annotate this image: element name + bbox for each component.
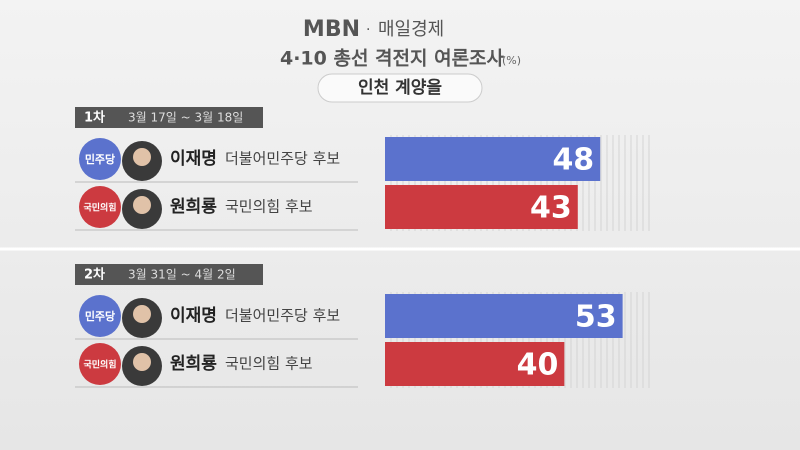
dot: · xyxy=(366,22,370,38)
bar xyxy=(385,294,623,338)
title: 4·10 총선 격전지 여론조사 xyxy=(280,48,505,70)
photo-face xyxy=(133,148,151,166)
value-label: 53 xyxy=(575,300,617,335)
value-label: 40 xyxy=(517,348,559,383)
round: 2차 xyxy=(84,267,105,283)
party-logo xyxy=(79,343,121,385)
party: 국민의힘 xyxy=(83,202,116,214)
region-pill xyxy=(317,73,483,103)
party-logo xyxy=(79,138,121,180)
candidate: 이재명 xyxy=(170,149,217,169)
candidate-note: 더불어민주당 후보 xyxy=(225,150,340,168)
party: 민주당 xyxy=(85,152,115,166)
party-logo xyxy=(79,186,121,228)
period: 3월 17일 ~ 3월 18일 xyxy=(128,111,243,125)
candidate: 원희룡 xyxy=(170,197,217,217)
photo-face xyxy=(133,353,151,371)
bar xyxy=(385,342,565,386)
round-header xyxy=(75,264,263,285)
round: 1차 xyxy=(84,110,105,126)
photo-face xyxy=(133,196,151,214)
value-label: 48 xyxy=(552,143,594,178)
photo-face xyxy=(133,305,151,323)
candidate: 이재명 xyxy=(170,306,217,326)
region: 인천 계양을 xyxy=(358,78,442,98)
value-label: 43 xyxy=(530,191,572,226)
candidate: 원희룡 xyxy=(170,354,217,374)
candidate-note: 더불어민주당 후보 xyxy=(225,307,340,325)
party: 민주당 xyxy=(85,309,115,323)
party: 국민의힘 xyxy=(83,359,116,371)
bar xyxy=(385,185,578,229)
candidate-note: 국민의힘 후보 xyxy=(225,198,313,216)
party-logo xyxy=(79,295,121,337)
round-header xyxy=(75,107,263,128)
logo: MBN xyxy=(303,17,360,42)
period: 3월 31일 ~ 4월 2일 xyxy=(128,268,236,282)
unit: (%) xyxy=(502,54,521,67)
bar xyxy=(385,137,601,181)
brand: 매일경제 xyxy=(378,19,444,40)
candidate-note: 국민의힘 후보 xyxy=(225,355,313,373)
